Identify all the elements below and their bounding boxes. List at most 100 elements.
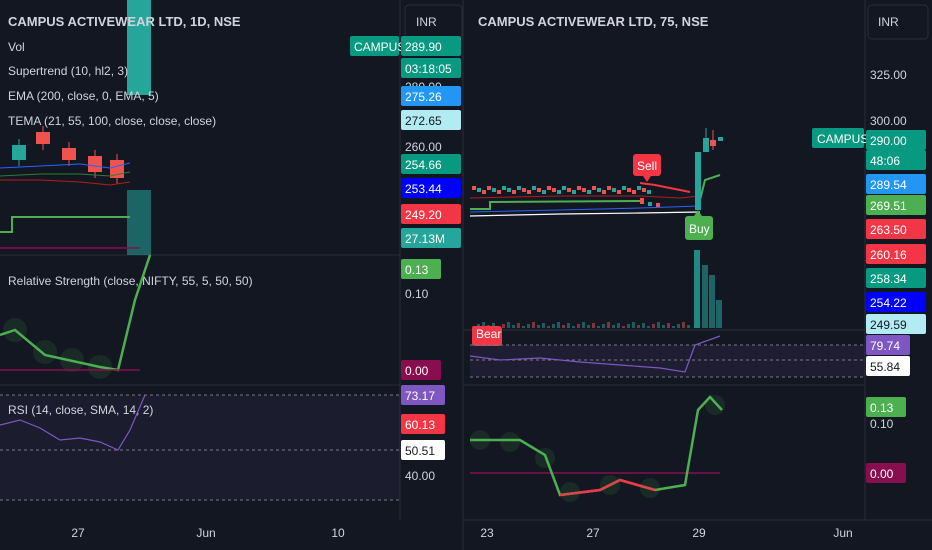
right-price-tag-text: 290.00 (870, 134, 907, 148)
candle-body[interactable] (472, 186, 476, 190)
candle-body[interactable] (62, 148, 76, 160)
candle-body[interactable] (718, 137, 723, 141)
bear-signal[interactable]: Bear (472, 326, 502, 346)
left-price-tag: 249.20 (401, 204, 461, 224)
left-rsi-axis[interactable]: 73.17 60.13 50.51 40.00 (401, 385, 445, 483)
candle-body[interactable] (648, 202, 652, 206)
left-rs-glow (3, 318, 112, 379)
right-currency-label[interactable]: INR (878, 15, 899, 29)
candle-body[interactable] (602, 190, 606, 194)
left-currency-label[interactable]: INR (416, 15, 437, 29)
candle-body[interactable] (512, 190, 516, 194)
candle-body[interactable] (637, 186, 641, 190)
left-rs-axis[interactable]: 0.13 0.10 0.00 (401, 259, 441, 380)
right-rs-tag-text: 0.00 (870, 467, 894, 481)
left-rs-label[interactable]: Relative Strength (close, NIFTY, 55, 5, … (8, 274, 253, 288)
left-price-tag: 253.44 (401, 178, 461, 198)
right-volume (694, 250, 722, 328)
candle-body[interactable] (547, 186, 551, 190)
indicator-tema[interactable]: TEMA (21, 55, 100, close, close, close) (8, 114, 216, 128)
left-rsi-label[interactable]: RSI (14, close, SMA, 14, 2) (8, 403, 153, 417)
candle-body[interactable] (642, 188, 646, 192)
left-price-tag-text: 275.26 (405, 90, 442, 104)
right-ma-white (469, 211, 701, 217)
candle-body[interactable] (632, 190, 636, 194)
supertrend-line (0, 216, 130, 233)
left-rsi-tag-text: 73.17 (405, 389, 435, 403)
sell-signal[interactable]: Sell (633, 154, 661, 182)
candle-body[interactable] (497, 190, 501, 194)
candle-body[interactable] (477, 188, 481, 192)
right-time-axis[interactable]: 23 27 29 Jun (480, 526, 852, 540)
candle-body[interactable] (622, 186, 626, 190)
candle-body[interactable] (552, 188, 556, 192)
right-price-tag-text: 48:06 (870, 154, 900, 168)
candle-body[interactable] (592, 186, 596, 190)
left-rsi-tag: 73.17 (401, 385, 445, 405)
left-time-label: 10 (331, 526, 345, 540)
candle-body[interactable] (710, 140, 716, 146)
right-rs-axis[interactable]: 0.13 0.10 0.00 (866, 397, 906, 483)
right-rsi-tag-text: 55.84 (870, 360, 900, 374)
candle-body[interactable] (582, 188, 586, 192)
candle-body[interactable] (36, 132, 50, 144)
left-price-tag-text: 249.20 (405, 208, 442, 222)
candle-body[interactable] (656, 203, 660, 207)
right-symbol-tag (812, 128, 864, 148)
candle-body[interactable] (12, 145, 26, 160)
candle-body[interactable] (607, 186, 611, 190)
last-candle-body[interactable] (127, 0, 151, 95)
candle-body[interactable] (587, 190, 591, 194)
candle-body[interactable] (522, 188, 526, 192)
right-chart[interactable]: CAMPUS ACTIVEWEAR LTD, 75, NSE INR Sell (463, 0, 932, 540)
right-symbol-tag-text: CAMPUS (817, 132, 868, 146)
left-price-tag: 27.13M (401, 228, 461, 248)
candle-body[interactable] (482, 190, 486, 194)
candle-body[interactable] (597, 188, 601, 192)
candle-body[interactable] (537, 188, 541, 192)
candle-body[interactable] (567, 188, 571, 192)
right-currency-box[interactable] (867, 4, 929, 40)
buy-signal[interactable]: Buy (685, 210, 713, 240)
candle-body[interactable] (492, 188, 496, 192)
candle-body[interactable] (640, 198, 644, 204)
right-price-tag: 258.34 (866, 268, 926, 288)
indicator-vol[interactable]: Vol (8, 40, 25, 54)
candle-body[interactable] (577, 186, 581, 190)
left-rsi-tag-text: 40.00 (405, 469, 435, 483)
right-price-axis[interactable]: 325.00 300.00 290.00 48:06 289.54 269.51 263.5… (866, 68, 926, 334)
candle-body[interactable] (542, 190, 546, 194)
right-time-label: 29 (692, 526, 706, 540)
candle-body[interactable] (502, 186, 506, 190)
candle-body[interactable] (617, 190, 621, 194)
candle-body[interactable] (507, 188, 511, 192)
indicator-supertrend[interactable]: Supertrend (10, hl2, 3) (8, 64, 128, 78)
left-time-axis[interactable]: 27 Jun 10 (71, 526, 345, 540)
left-chart[interactable]: CAMPUS ACTIVEWEAR LTD, 1D, NSE Vol Super… (0, 0, 464, 550)
candle-body[interactable] (532, 186, 536, 190)
right-rsi-axis[interactable]: 79.74 55.84 (866, 335, 910, 376)
candle-body[interactable] (703, 138, 709, 152)
right-price-tag-text: 254.22 (870, 296, 907, 310)
right-candles[interactable] (472, 128, 723, 210)
left-price-tag-text: 272.65 (405, 114, 442, 128)
candle-body[interactable] (487, 186, 491, 190)
right-rs-tag: 0.10 (870, 417, 894, 431)
candle-body[interactable] (572, 190, 576, 194)
right-ma-blue (469, 205, 701, 213)
candle-body[interactable] (517, 186, 521, 190)
right-price-tag: 300.00 (870, 114, 907, 128)
left-price-axis[interactable]: 289.9003:18:05280.00275.26272.65260.0025… (401, 36, 461, 248)
candle-body[interactable] (647, 190, 651, 194)
candle-body[interactable] (627, 188, 631, 192)
right-rs-tag: 0.13 (866, 397, 906, 417)
indicator-ema[interactable]: EMA (200, close, 0, EMA, 5) (8, 89, 159, 103)
candle-body[interactable] (88, 156, 102, 172)
left-rs-tag: 0.10 (405, 287, 429, 301)
candle-body[interactable] (695, 152, 701, 210)
candle-body[interactable] (612, 188, 616, 192)
candle-body[interactable] (527, 190, 531, 194)
candle-body[interactable] (557, 190, 561, 194)
candle-body[interactable] (562, 186, 566, 190)
